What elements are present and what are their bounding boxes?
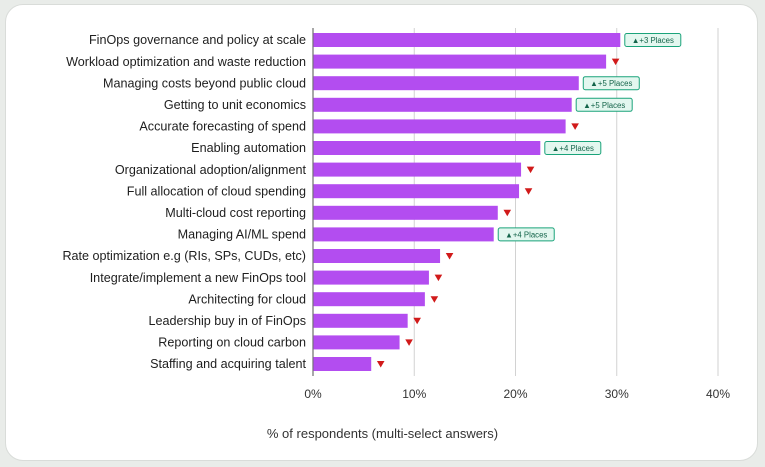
rank-down-icon [434, 274, 443, 282]
rank-down-icon [503, 209, 512, 217]
category-label: Reporting on cloud carbon [158, 336, 306, 350]
category-label: Accurate forecasting of spend [139, 120, 306, 134]
bar [313, 205, 498, 220]
rank-up-badge [497, 227, 555, 242]
bar [313, 227, 494, 242]
bar [313, 292, 425, 307]
rank-up-label: ▲+5 Places [590, 79, 632, 88]
category-label: Staffing and acquiring talent [150, 357, 306, 371]
x-tick-label: 30% [605, 387, 629, 401]
category-label: Workload optimization and waste reductio… [66, 55, 306, 69]
category-label: Enabling automation [191, 141, 306, 155]
rank-up-badge [624, 33, 682, 47]
bar [313, 33, 621, 47]
category-label: Integrate/implement a new FinOps tool [90, 271, 306, 285]
bar [313, 54, 607, 69]
bar [313, 270, 429, 285]
bar [313, 357, 372, 371]
rank-down-icon [376, 361, 385, 368]
rank-up-badge [575, 97, 633, 112]
x-tick-label: 20% [503, 387, 527, 401]
bar [313, 141, 541, 155]
category-label: Managing costs beyond public cloud [103, 76, 306, 90]
rank-down-icon [405, 339, 413, 346]
bar [313, 76, 579, 91]
category-label: Leadership buy in of FinOps [148, 314, 306, 328]
category-label: Managing AI/ML spend [178, 228, 306, 242]
x-tick-label: 0% [304, 387, 322, 401]
bar [313, 335, 400, 350]
rank-down-icon [571, 123, 579, 130]
bar [313, 97, 572, 112]
x-axis-title: % of respondents (multi-select answers) [266, 426, 499, 441]
bar [313, 162, 522, 177]
bar [313, 249, 441, 263]
x-tick-label: 10% [402, 387, 426, 401]
bar [313, 119, 566, 134]
rank-up-label: ▲+4 Places [505, 230, 547, 239]
category-label: FinOps governance and policy at scale [89, 33, 306, 47]
bar [313, 184, 520, 199]
category-label: Architecting for cloud [188, 292, 306, 306]
rank-down-icon [526, 166, 535, 174]
rank-down-icon [413, 317, 421, 325]
rank-up-label: ▲+3 Places [632, 36, 674, 45]
category-label: Full allocation of cloud spending [127, 184, 306, 198]
rank-up-badge [582, 76, 640, 91]
bar [313, 313, 408, 328]
rank-up-badge [544, 141, 602, 155]
x-tick-label: 40% [706, 387, 730, 401]
rank-down-icon [524, 188, 533, 195]
rank-up-label: ▲+4 Places [552, 144, 594, 153]
rank-down-icon [430, 296, 439, 303]
rank-down-icon [611, 58, 620, 66]
category-label: Organizational adoption/alignment [115, 163, 307, 177]
category-label: Getting to unit economics [164, 98, 306, 112]
category-label: Multi-cloud cost reporting [165, 206, 306, 220]
category-label: Rate optimization e.g (RIs, SPs, CUDs, e… [62, 249, 306, 263]
rank-down-icon [445, 253, 454, 260]
rank-up-label: ▲+5 Places [583, 101, 625, 110]
